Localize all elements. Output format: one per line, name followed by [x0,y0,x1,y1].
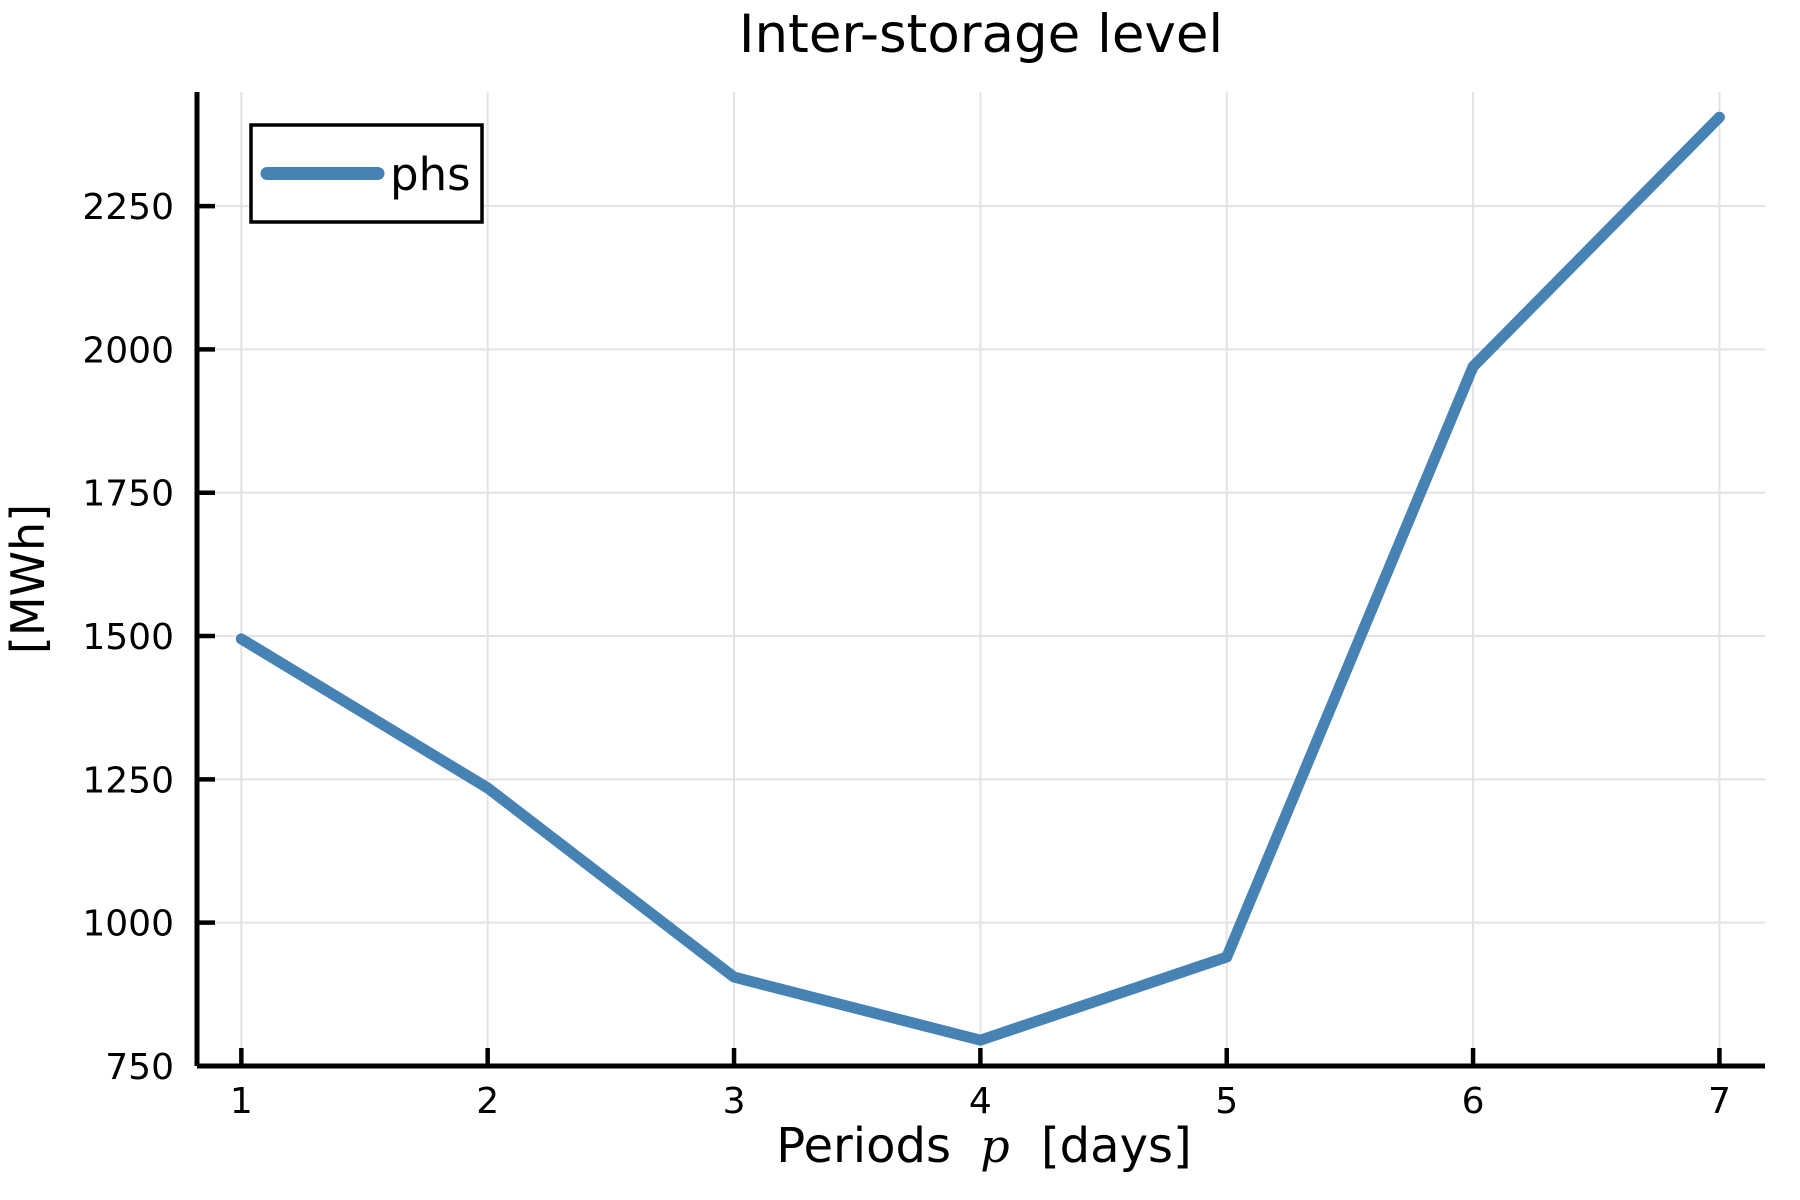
x-tick-label: 7 [1708,1081,1731,1122]
legend: phs [249,123,484,224]
x-axis-label-suffix: [days] [1041,1118,1192,1174]
legend-series-label: phs [390,148,471,201]
x-axis-label-prefix: Periods [776,1118,951,1174]
axis-tick-labels: 1 2 3 4 5 6 7 750 1000 1250 1500 1750 2000 2250 [82,187,1731,1122]
y-tick-label: 1250 [82,760,174,801]
y-tick-label: 1500 [82,617,174,658]
phs-series-line [235,111,1725,1046]
x-axis-label-math-symbol: p [980,1119,1009,1173]
y-tick-label: 750 [105,1047,174,1088]
gridlines [197,92,1765,1067]
x-tick-label: 3 [723,1081,746,1122]
axis-ticks [197,203,1722,1069]
x-tick-label: 5 [1215,1081,1238,1122]
y-axis-label: [MWh] [1,504,55,654]
x-tick-label: 2 [476,1081,499,1122]
x-tick-label: 1 [230,1081,253,1122]
y-tick-label: 2250 [82,187,174,228]
y-tick-label: 2000 [82,330,174,371]
x-tick-label: 6 [1462,1081,1485,1122]
x-axis-label: Periods p [days] [776,1118,1191,1174]
y-tick-label: 1000 [82,904,174,945]
y-tick-label: 1750 [82,474,174,515]
x-tick-label: 4 [969,1081,992,1122]
chart-title: Inter-storage level [739,4,1223,65]
